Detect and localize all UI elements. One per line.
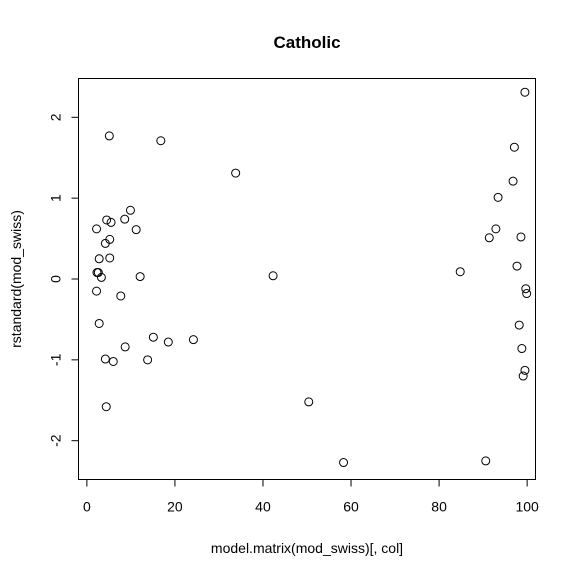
- data-point: [156, 136, 166, 146]
- y-tick-label: 1: [48, 194, 64, 202]
- chart-title: Catholic: [273, 33, 340, 52]
- data-point: [106, 217, 116, 227]
- data-point: [120, 214, 130, 224]
- x-axis: 0 20 40 60 80 100: [83, 479, 539, 515]
- data-point: [521, 284, 531, 294]
- data-point: [108, 356, 118, 366]
- y-tick-label: -2: [48, 434, 64, 447]
- data-point: [131, 225, 141, 235]
- data-point: [163, 337, 173, 347]
- data-point: [102, 215, 112, 225]
- data-point: [508, 176, 518, 186]
- data-point: [116, 291, 126, 301]
- data-point: [484, 233, 494, 243]
- y-tick-label: 0: [48, 275, 64, 283]
- data-point: [143, 355, 153, 365]
- y-axis-label: rstandard(mod_swiss): [8, 210, 24, 348]
- x-tick-label: 20: [167, 499, 183, 515]
- x-axis-label: model.matrix(mod_swiss)[, col]: [211, 540, 403, 556]
- data-point: [509, 142, 519, 152]
- data-point: [94, 254, 104, 264]
- data-point: [148, 332, 158, 342]
- data-point: [517, 344, 527, 354]
- data-point: [104, 131, 114, 141]
- data-point: [516, 232, 526, 242]
- data-point: [92, 224, 102, 234]
- x-tick-label: 100: [515, 499, 539, 515]
- data-point: [231, 168, 241, 178]
- data-point: [92, 286, 102, 296]
- data-point: [512, 261, 522, 271]
- data-point: [101, 402, 111, 412]
- data-point: [493, 192, 503, 202]
- x-tick-label: 80: [431, 499, 447, 515]
- data-points: [92, 87, 532, 468]
- data-point: [514, 320, 524, 330]
- data-point: [100, 354, 110, 364]
- y-axis: -2 -1 0 1 2: [48, 113, 79, 447]
- data-point: [120, 342, 130, 352]
- y-tick-label: 2: [48, 113, 64, 121]
- data-point: [93, 268, 103, 278]
- data-point: [135, 272, 145, 282]
- data-point: [520, 365, 530, 375]
- data-point: [125, 205, 135, 215]
- data-point: [518, 371, 528, 381]
- y-tick-label: -1: [48, 353, 64, 366]
- data-point: [481, 456, 491, 466]
- data-point: [455, 267, 465, 277]
- x-tick-label: 40: [255, 499, 271, 515]
- x-tick-label: 60: [343, 499, 359, 515]
- data-point: [304, 397, 314, 407]
- data-point: [188, 335, 198, 345]
- data-point: [339, 458, 349, 468]
- data-point: [491, 224, 501, 234]
- data-point: [96, 272, 106, 282]
- data-point: [94, 318, 104, 328]
- data-point: [522, 289, 532, 299]
- x-tick-label: 0: [83, 499, 91, 515]
- data-point: [268, 271, 278, 281]
- data-point: [520, 87, 530, 97]
- data-point: [105, 234, 115, 244]
- data-point: [105, 253, 115, 263]
